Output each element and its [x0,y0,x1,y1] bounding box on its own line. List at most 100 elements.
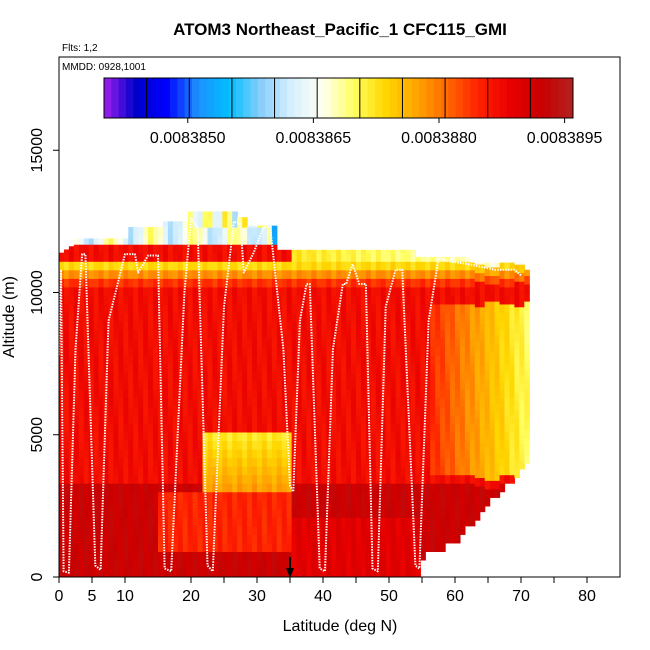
heatmap-cell [242,227,248,237]
heatmap-cell [222,261,228,271]
heatmap-cell [291,329,298,339]
heatmap-cell [133,423,139,433]
heatmap-cell [375,448,382,459]
heatmap-cell [252,320,258,331]
heatmap-cell [212,406,218,416]
heatmap-cell [286,466,293,476]
colorbar-swatch [140,78,149,118]
heatmap-cell [430,466,436,476]
heatmap-cell [375,431,382,442]
heatmap-cell [113,238,119,245]
heatmap-cell [415,380,421,390]
heatmap-cell [385,278,392,288]
heatmap-cell [138,534,144,544]
heatmap-cell [370,355,377,365]
heatmap-cell [242,542,248,552]
heatmap-cell [306,372,313,382]
heatmap-cell [148,338,154,348]
heatmap-cell [271,363,278,373]
heatmap-cell [385,414,392,424]
heatmap-cell [133,525,139,535]
heatmap-cell [252,329,258,339]
heatmap-cell [242,218,248,228]
heatmap-cell [68,329,75,339]
heatmap-cell [182,252,189,262]
heatmap-cell [252,525,258,535]
heatmap-cell [435,431,441,442]
heatmap-cell [415,355,421,365]
heatmap-cell [261,355,268,365]
heatmap-cell [192,346,199,356]
heatmap-cell [360,252,367,262]
heatmap-cell [167,372,174,382]
heatmap-cell [63,338,70,348]
heatmap-cell [375,278,382,288]
heatmap-cell [232,525,238,535]
heatmap-cell [143,372,149,382]
heatmap-cell [375,491,382,501]
heatmap-cell [271,559,278,570]
heatmap-cell [83,568,90,577]
heatmap-cell [266,244,273,254]
heatmap-cell [464,329,471,339]
heatmap-cell [138,397,144,407]
heatmap-cell [172,355,179,365]
heatmap-cell [197,355,204,365]
heatmap-cell [459,346,466,356]
heatmap-cell [261,312,268,322]
heatmap-cell [182,338,189,348]
heatmap-cell [113,431,119,442]
heatmap-cell [83,397,90,407]
heatmap-cell [331,440,337,450]
heatmap-cell [425,372,431,382]
heatmap-cell [138,235,144,245]
heatmap-cell [271,568,278,577]
heatmap-cell [133,457,139,467]
heatmap-cell [450,363,456,373]
heatmap-cell [123,295,129,305]
heatmap-cell [242,278,248,288]
heatmap-cell [474,366,481,376]
heatmap-cell [464,457,471,467]
heatmap-cell [524,429,530,439]
heatmap-cell [380,338,387,348]
heatmap-cell [128,303,134,314]
heatmap-cell [484,471,491,481]
heatmap-cell [212,244,218,254]
heatmap-cell [138,517,144,527]
heatmap-cell [410,261,416,271]
heatmap-cell [158,227,164,237]
heatmap-cell [519,262,525,265]
heatmap-cell [261,244,268,254]
heatmap-cell [430,542,436,552]
heatmap-cell [276,534,283,544]
heatmap-cell [148,525,154,535]
heatmap-cell [227,457,233,467]
heatmap-cell [440,500,446,510]
heatmap-cell [281,355,288,365]
colorbar-swatch [301,78,310,118]
heatmap-cell [356,320,362,331]
heatmap-cell [365,269,372,279]
heatmap-cell [380,568,387,577]
heatmap-cell [341,491,347,501]
heatmap-cell [78,406,85,416]
heatmap-cell [484,326,491,336]
heatmap-cell [143,397,149,407]
heatmap-cell [400,355,407,365]
heatmap-cell [489,335,496,345]
heatmap-cell [425,286,431,296]
heatmap-cell [400,500,407,510]
heatmap-cell [187,559,194,570]
heatmap-cell [266,559,273,570]
heatmap-cell [425,542,431,552]
heatmap-cell [237,235,243,245]
heatmap-cell [202,295,209,305]
heatmap-cell [380,500,387,510]
heatmap-cell [524,420,530,430]
heatmap-cell [469,372,476,382]
heatmap-cell [143,491,149,501]
heatmap-cell [370,363,377,373]
heatmap-cell [281,312,288,322]
